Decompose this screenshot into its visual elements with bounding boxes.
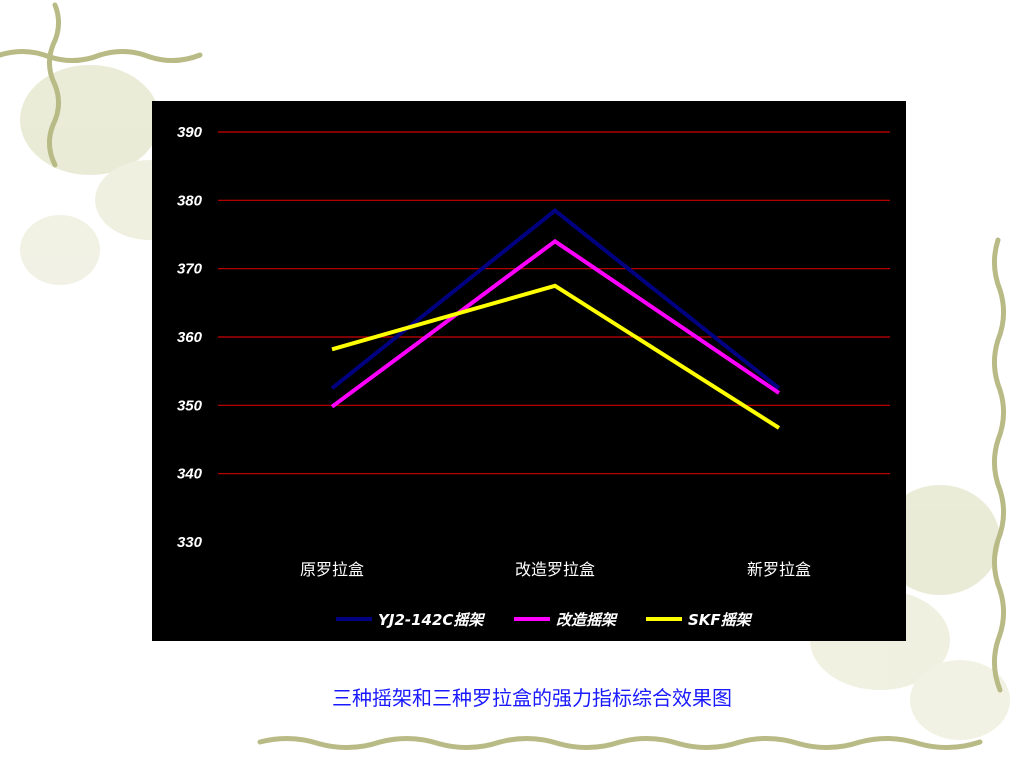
series-line — [331, 283, 781, 430]
y-tick-label: 370 — [177, 261, 203, 278]
x-category-label: 原罗拉盒 — [300, 560, 364, 579]
x-axis-category-labels: 原罗拉盒 改造罗拉盒 新罗拉盒 — [300, 560, 811, 579]
y-tick-label: 360 — [177, 329, 203, 346]
y-tick-label: 330 — [177, 534, 203, 551]
gridlines — [218, 131, 890, 475]
legend: YJ2-142C摇架 改造摇架 SKF摇架 — [336, 611, 753, 629]
series-line — [330, 238, 781, 409]
y-tick-label: 380 — [177, 192, 203, 209]
x-category-label: 改造罗拉盒 — [515, 560, 595, 579]
x-category-label: 新罗拉盒 — [747, 560, 811, 579]
y-tick-label: 350 — [177, 397, 203, 414]
y-axis-tick-labels: 330 340 350 360 370 380 390 — [177, 124, 203, 551]
chart-caption: 三种摇架和三种罗拉盒的强力指标综合效果图 — [332, 686, 732, 710]
series-line — [330, 208, 781, 390]
y-tick-label: 340 — [177, 466, 203, 483]
y-tick-label: 390 — [177, 124, 203, 141]
line-chart: 330 340 350 360 370 380 390 原罗拉盒 改造罗拉盒 新罗拉盒 YJ2-… — [177, 124, 890, 629]
series-lines — [330, 208, 781, 430]
chart-panel: 330 340 350 360 370 380 390 原罗拉盒 改造罗拉盒 新罗拉盒 YJ2-… — [152, 101, 906, 641]
legend-label: YJ2-142C摇架 — [378, 611, 485, 629]
legend-label: 改造摇架 — [556, 611, 618, 629]
legend-label: SKF摇架 — [688, 611, 753, 629]
